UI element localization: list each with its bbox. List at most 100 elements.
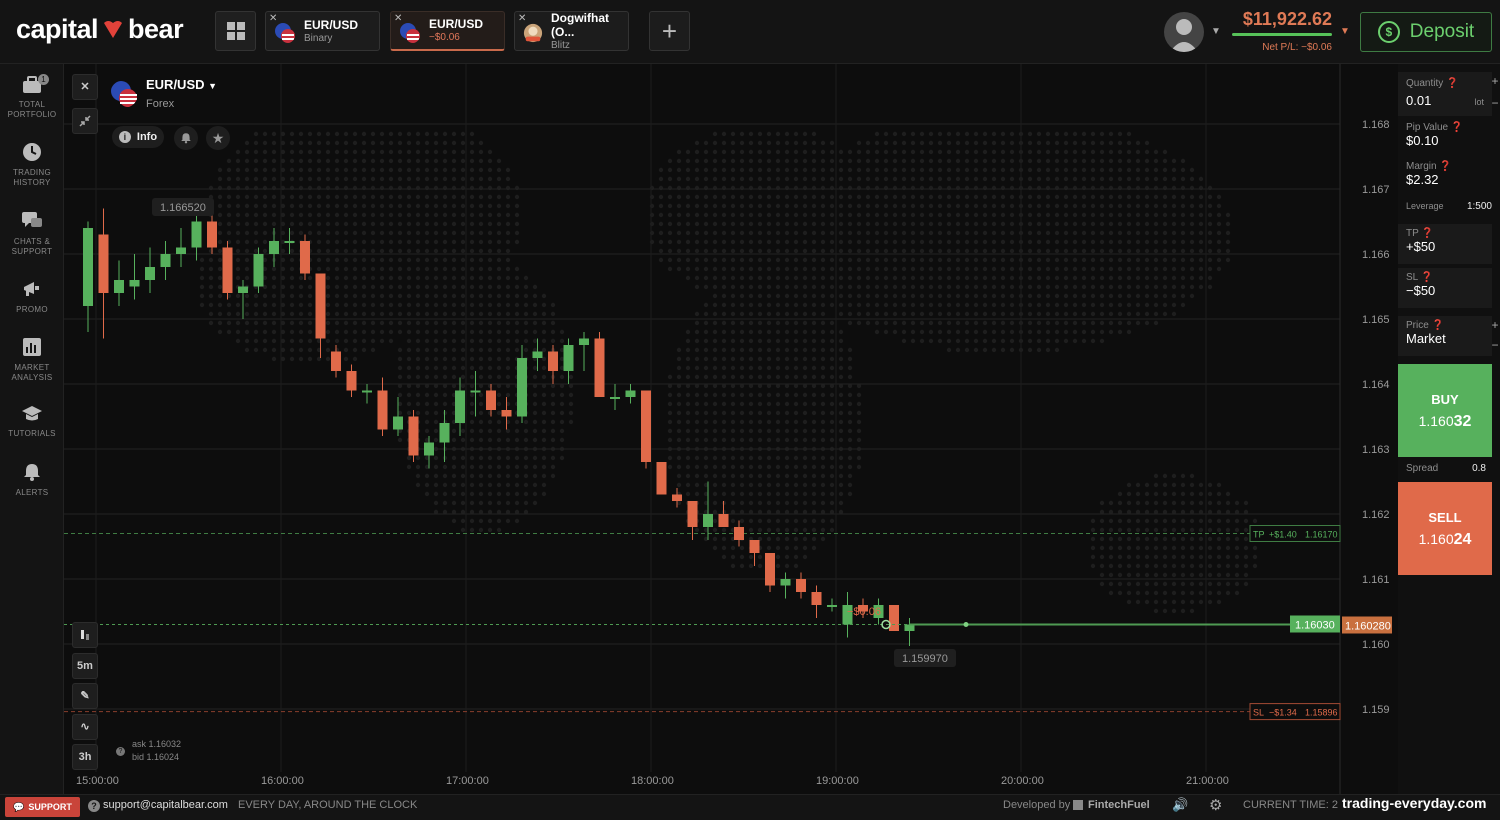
add-tab-button[interactable]: + [649, 11, 690, 51]
quantity-field[interactable]: Quantity ❓ 0.01 lot + − [1398, 72, 1499, 116]
decrease-price-button[interactable]: − [1491, 338, 1499, 352]
price-chart[interactable]: 1.168 1.167 1.166 1.165 1.164 1.163 1.162 1.161… [64, 64, 1398, 794]
timeframe-button[interactable]: 5m [72, 653, 98, 679]
help-icon[interactable]: ? [116, 747, 125, 756]
increase-quantity-button[interactable]: + [1491, 74, 1499, 88]
map-dot [1162, 257, 1168, 263]
map-dot [505, 482, 511, 488]
sidebar-item-history[interactable]: TRADING HISTORY [0, 142, 64, 188]
map-dot [451, 320, 457, 326]
tp-value[interactable]: +$50 [1406, 239, 1436, 254]
take-profit-field[interactable]: TP ❓ +$50 [1398, 224, 1492, 264]
map-dot [919, 338, 925, 344]
map-dot [397, 239, 403, 245]
chart-canvas[interactable]: 1.1681.1671.1661.1651.1641.1631.1621.161… [64, 64, 1398, 794]
map-dot [532, 392, 538, 398]
map-dot [361, 176, 367, 182]
chevron-down-icon[interactable]: ▼ [1211, 26, 1221, 37]
collapse-chart-button[interactable] [72, 108, 98, 134]
sidebar-item-tutorials[interactable]: TUTORIALS [0, 405, 64, 439]
settings-gear-icon[interactable]: ⚙ [1209, 797, 1223, 814]
indicator-button[interactable]: ∿ [72, 714, 98, 740]
chevron-down-icon[interactable]: ▼ [1340, 26, 1350, 37]
map-dot [1189, 554, 1195, 560]
sl-value[interactable]: −$50 [1406, 283, 1436, 298]
range-button[interactable]: 3h [72, 744, 98, 770]
map-dot [487, 527, 493, 533]
map-dot [424, 428, 430, 434]
map-dot [721, 158, 727, 164]
map-dot [820, 239, 826, 245]
sound-icon[interactable]: 🔊 [1172, 797, 1189, 812]
map-dot [1090, 527, 1096, 533]
logo[interactable]: capital bear [16, 14, 184, 45]
support-email[interactable]: support@capitalbear.com [103, 799, 228, 811]
map-dot [910, 338, 916, 344]
increase-price-button[interactable]: + [1491, 318, 1499, 332]
price-value[interactable]: Market [1406, 331, 1446, 346]
account-balance[interactable]: $11,922.62 [1242, 9, 1332, 29]
info-button[interactable]: i Info [112, 126, 164, 148]
map-dot [730, 464, 736, 470]
map-dot [712, 428, 718, 434]
layout-grid-button[interactable] [215, 11, 256, 51]
close-tab-icon[interactable]: ✕ [518, 13, 527, 24]
map-dot [334, 266, 340, 272]
sidebar-item-portfolio[interactable]: 1 TOTAL PORTFOLIO [0, 74, 64, 120]
map-dot [757, 185, 763, 191]
map-dot [946, 239, 952, 245]
map-dot [496, 176, 502, 182]
map-dot [1099, 518, 1105, 524]
map-dot [541, 311, 547, 317]
map-dot [946, 257, 952, 263]
map-dot [748, 140, 754, 146]
chart-type-button[interactable] [72, 622, 98, 648]
close-chart-button[interactable]: ✕ [72, 74, 98, 100]
sell-button[interactable]: SELL 1.16024 [1398, 482, 1492, 575]
map-dot [397, 176, 403, 182]
avatar[interactable] [1164, 12, 1204, 52]
map-dot [244, 329, 250, 335]
deposit-button[interactable]: $ Deposit [1360, 12, 1492, 52]
sidebar-item-market-analysis[interactable]: MARKET ANALYSIS [0, 337, 64, 383]
support-button[interactable]: 💬 SUPPORT [5, 797, 80, 817]
alert-button[interactable] [174, 126, 198, 150]
map-dot [928, 248, 934, 254]
draw-tool-button[interactable]: ✎ [72, 683, 98, 709]
map-dot [847, 257, 853, 263]
price-field[interactable]: Price ❓ Market + − [1398, 316, 1499, 356]
decrease-quantity-button[interactable]: − [1491, 96, 1499, 110]
close-tab-icon[interactable]: ✕ [394, 13, 403, 24]
close-tab-icon[interactable]: ✕ [269, 13, 278, 24]
developer-name[interactable]: FintechFuel [1088, 799, 1150, 811]
map-dot [694, 176, 700, 182]
map-dot [1135, 545, 1141, 551]
buy-button[interactable]: BUY 1.16032 [1398, 364, 1492, 457]
favorite-button[interactable]: ★ [206, 126, 230, 150]
map-dot [1036, 320, 1042, 326]
map-dot [469, 383, 475, 389]
tab-eurusd-binary[interactable]: ✕ EUR/USD Binary [265, 11, 380, 51]
sidebar-item-alerts[interactable]: ALERTS [0, 462, 64, 498]
sidebar-item-chats[interactable]: CHATS & SUPPORT [0, 211, 64, 257]
stop-loss-field[interactable]: SL ❓ −$50 [1398, 268, 1492, 308]
map-dot [1198, 239, 1204, 245]
map-dot [505, 473, 511, 479]
map-dot [766, 302, 772, 308]
map-dot [739, 428, 745, 434]
pip-value: $0.10 [1406, 133, 1439, 148]
map-dot [694, 230, 700, 236]
map-dot [325, 356, 331, 362]
quantity-value[interactable]: 0.01 [1406, 93, 1432, 108]
map-dot [352, 203, 358, 209]
map-dot [676, 419, 682, 425]
map-dot [811, 491, 817, 497]
tab-eurusd-forex[interactable]: ✕ EUR/USD −$0.06 [390, 11, 505, 51]
tab-dogwifhat[interactable]: ✕ Dogwifhat (O... Blitz [514, 11, 629, 51]
map-dot [1171, 230, 1177, 236]
buy-price-big: 32 [1453, 413, 1472, 430]
map-dot [514, 428, 520, 434]
sidebar-item-promo[interactable]: PROMO [0, 279, 64, 315]
map-dot [1117, 239, 1123, 245]
map-dot [910, 131, 916, 137]
